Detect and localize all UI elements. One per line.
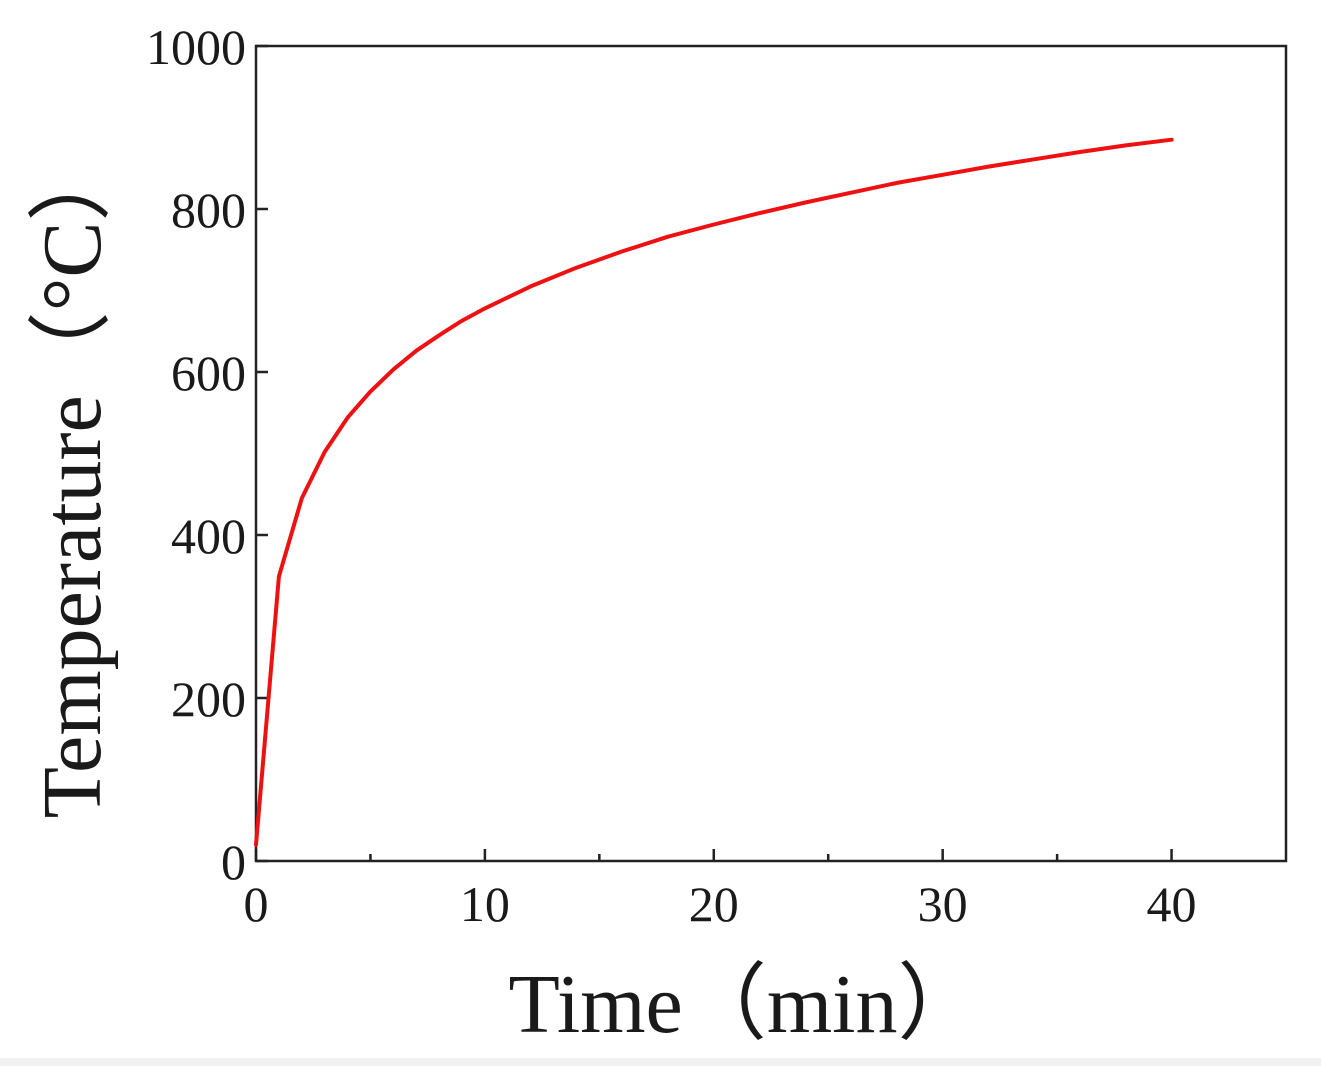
plot-frame — [254, 44, 1288, 863]
y-axis-title: Temperature（°C） — [26, 138, 119, 819]
x-tick-label: 10 — [460, 876, 510, 932]
x-tick-label: 20 — [689, 876, 739, 932]
y-axis-ticks: 0 200 400 600 800 1000 — [146, 19, 268, 890]
series-layer — [254, 137, 1174, 847]
x-tick-label: 0 — [244, 876, 269, 932]
y-tick-label: 600 — [171, 345, 246, 401]
x-axis-ticks: 0 10 20 30 40 — [244, 849, 1197, 932]
y-tick-label: 0 — [221, 834, 246, 890]
y-tick-label: 1000 — [146, 19, 246, 75]
temperature-curve — [254, 137, 1174, 847]
y-tick-label: 200 — [171, 671, 246, 727]
y-tick-label: 800 — [171, 182, 246, 238]
x-tick-label: 40 — [1147, 876, 1197, 932]
y-tick-label: 400 — [171, 508, 246, 564]
x-tick-label: 30 — [918, 876, 968, 932]
bottom-divider — [0, 1058, 1321, 1066]
x-axis-title: Time（min） — [509, 958, 982, 1051]
